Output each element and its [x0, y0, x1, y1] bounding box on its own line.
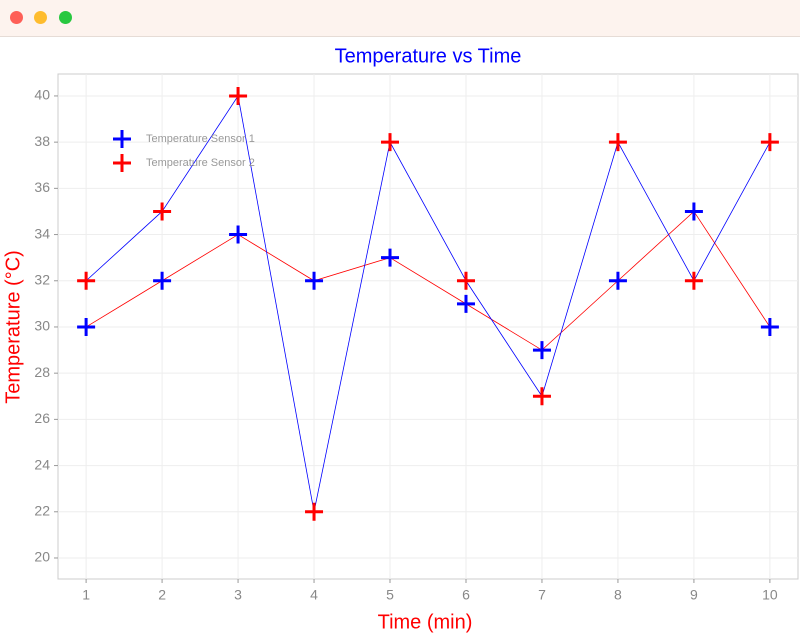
y-tick-label: 36 [34, 179, 50, 195]
y-tick-label: 30 [34, 318, 50, 334]
data-point [229, 225, 248, 244]
legend-marker [113, 154, 131, 172]
x-tick-label: 6 [462, 587, 470, 603]
zoom-button[interactable] [59, 11, 72, 24]
data-point [305, 502, 324, 521]
data-point [760, 133, 779, 152]
y-tick-label: 26 [34, 410, 50, 426]
series-line [85, 210, 771, 351]
y-tick-label: 38 [34, 133, 50, 149]
data-point [381, 133, 400, 152]
data-point [229, 86, 248, 105]
data-point [532, 387, 551, 406]
x-tick-label: 7 [538, 587, 546, 603]
legend-label: Temperature Sensor 1 [146, 133, 255, 145]
data-point [456, 271, 475, 290]
data-point [456, 294, 475, 313]
x-tick-label: 1 [82, 587, 90, 603]
data-point [77, 317, 96, 336]
x-axis-label: Time (min) [378, 611, 473, 633]
data-point [381, 248, 400, 267]
y-tick-label: 22 [34, 502, 50, 518]
chart-title: Temperature vs Time [335, 45, 522, 67]
y-axis-label: Temperature (°C) [2, 250, 24, 404]
legend-label: Temperature Sensor 2 [146, 157, 255, 169]
x-tick-label: 9 [690, 587, 698, 603]
data-point [684, 271, 703, 290]
x-tick-label: 10 [762, 587, 778, 603]
title-bar [0, 0, 800, 37]
y-tick-label: 32 [34, 271, 50, 287]
y-tick-label: 28 [34, 364, 50, 380]
data-point [153, 271, 172, 290]
x-tick-label: 5 [386, 587, 394, 603]
data-point [77, 271, 96, 290]
close-button[interactable] [10, 11, 23, 24]
chart: Temperature vs Time Time (min) Temperatu… [2, 45, 799, 633]
data-point [153, 202, 172, 221]
y-tick-label: 24 [34, 456, 50, 472]
data-point [608, 133, 627, 152]
data-point [305, 271, 324, 290]
y-tick-label: 34 [34, 225, 50, 241]
minimize-button[interactable] [34, 11, 47, 24]
data-point [532, 341, 551, 360]
x-tick-label: 2 [158, 587, 166, 603]
legend-marker [113, 130, 131, 148]
data-point [684, 202, 703, 221]
data-point [760, 317, 779, 336]
data-point [608, 271, 627, 290]
x-tick-label: 3 [234, 587, 242, 603]
x-tick-label: 8 [614, 587, 622, 603]
x-tick-label: 4 [310, 587, 318, 603]
y-tick-label: 40 [34, 87, 50, 103]
series-line [85, 94, 771, 512]
y-tick-label: 20 [34, 549, 50, 565]
